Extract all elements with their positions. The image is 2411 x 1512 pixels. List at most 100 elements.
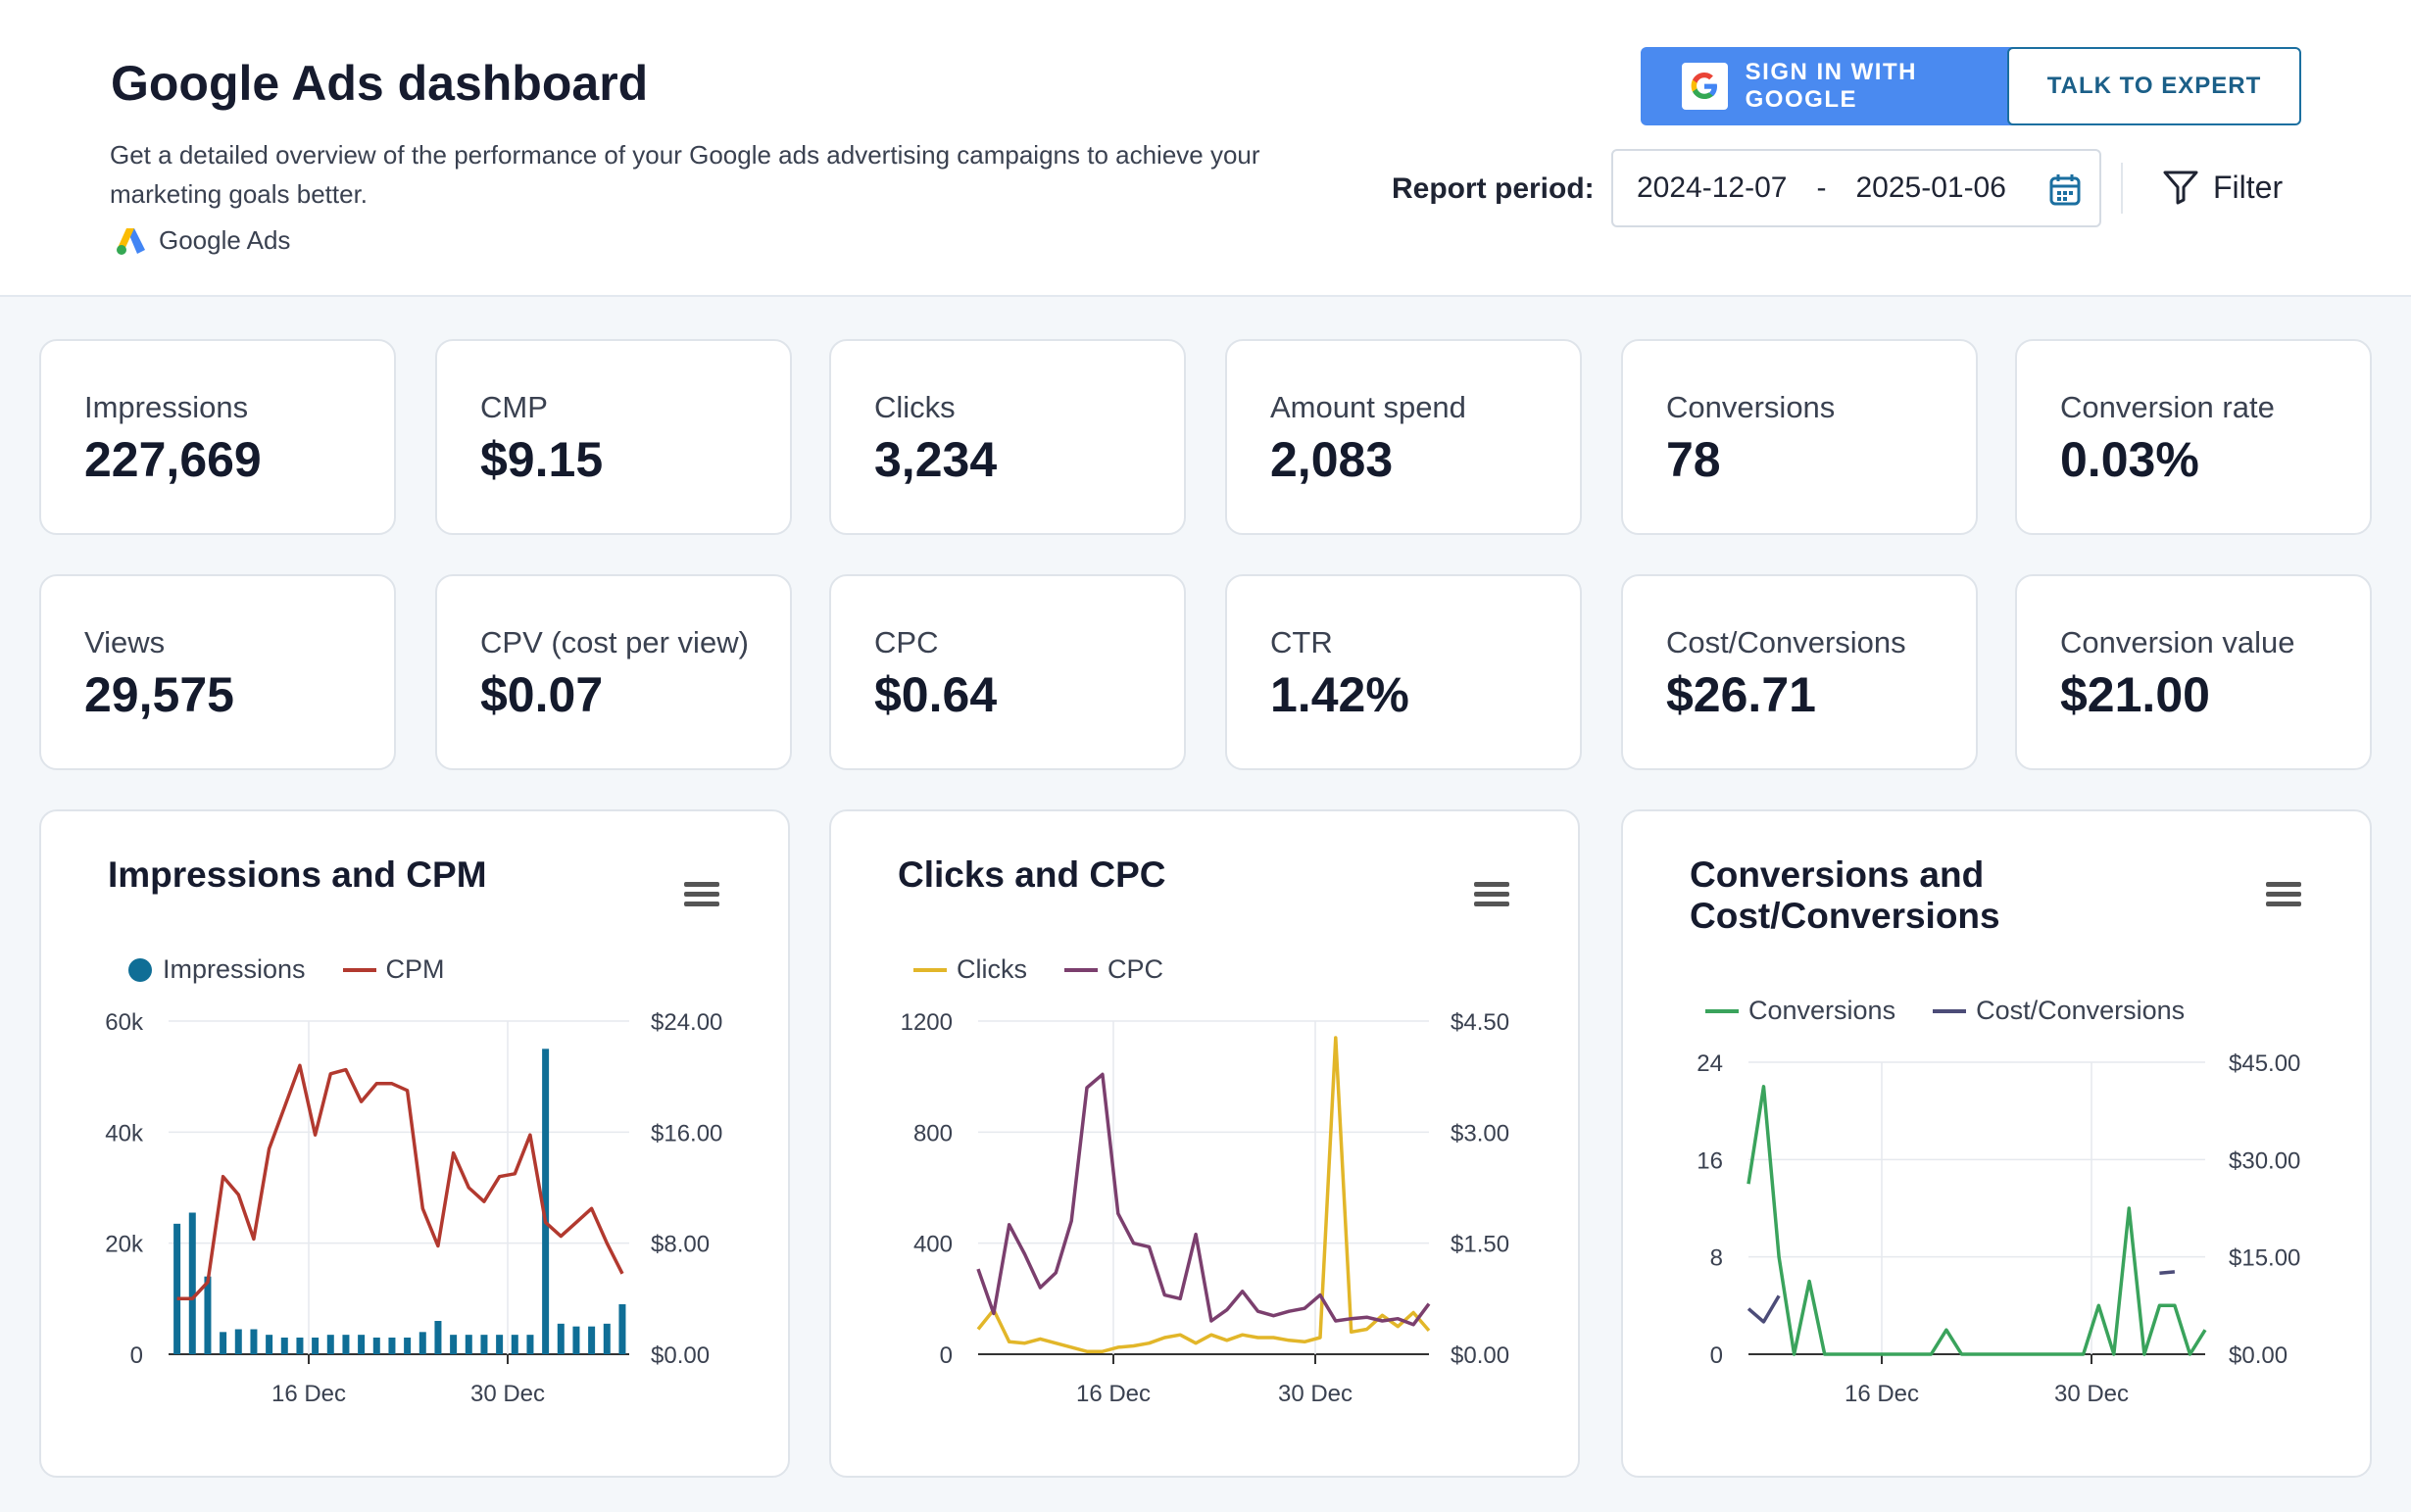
kpi-value: 29,575 — [84, 667, 234, 722]
chart-legend: Clicks CPC — [913, 954, 1163, 985]
filter-button[interactable]: Filter — [2162, 169, 2283, 206]
bar — [204, 1276, 212, 1354]
legend-item-conversions[interactable]: Conversions — [1705, 996, 1895, 1026]
x-tick-label: 30 Dec — [470, 1381, 545, 1407]
kpi-label: Views — [84, 625, 166, 659]
bar — [234, 1329, 242, 1354]
kpi-card-cpv: CPV (cost per view) $0.07 — [435, 574, 792, 770]
kpi-card-conversions: Conversions 78 — [1621, 339, 1978, 535]
kpi-label: CPC — [874, 625, 939, 659]
kpi-card-clicks: Clicks 3,234 — [829, 339, 1186, 535]
chart-menu-icon[interactable] — [2266, 880, 2301, 909]
kpi-card-views: Views 29,575 — [39, 574, 396, 770]
page-description: Get a detailed overview of the performan… — [110, 140, 1260, 209]
clicks-cpc-plot: 1200 $4.50 800 $3.00 400 $1.50 0 $0.00 16 Dec 30 … — [901, 1009, 1509, 1407]
x-tick-label: 16 Dec — [1076, 1381, 1151, 1407]
legend-label: CPC — [1107, 954, 1164, 984]
kpi-card-conversion-rate: Conversion rate 0.03% — [2015, 339, 2372, 535]
bar — [404, 1338, 412, 1354]
kpi-card-ctr: CTR 1.42% — [1225, 574, 1582, 770]
page-title: Google Ads dashboard — [111, 56, 649, 111]
bar — [173, 1223, 181, 1354]
y-left-tick-label: 40k — [105, 1120, 144, 1146]
series-line — [176, 1063, 624, 1301]
y-left-tick-label: 800 — [913, 1120, 953, 1146]
y-right-tick-label: $16.00 — [651, 1120, 722, 1146]
series-line — [976, 1036, 1431, 1353]
legend-line-icon — [1064, 967, 1098, 972]
date-to: 2025-01-06 — [1855, 171, 2006, 204]
kpi-label: Cost/Conversions — [1666, 625, 1906, 659]
kpi-value: $26.71 — [1666, 667, 1816, 722]
series-line — [1747, 1085, 2207, 1356]
sign-in-label: SIGN IN WITH GOOGLE — [1745, 59, 1917, 113]
bar — [526, 1335, 534, 1354]
legend-line-icon — [1933, 1008, 1967, 1013]
bar — [588, 1326, 596, 1354]
kpi-card-amount-spend: Amount spend 2,083 — [1225, 339, 1582, 535]
kpi-value: $21.00 — [2060, 667, 2210, 722]
filter-label: Filter — [2213, 169, 2284, 205]
sign-in-with-google-button[interactable]: SIGN IN WITH GOOGLE — [1641, 47, 2029, 125]
date-from: 2024-12-07 — [1637, 171, 1788, 204]
chart-card-conversions-cost: Conversions and Cost/Conversions Convers… — [1621, 809, 2372, 1478]
bar — [542, 1049, 550, 1354]
conversions-cost-plot: 24 $45.00 16 $30.00 8 $15.00 0 $0.00 16 Dec 30 De… — [1697, 1050, 2300, 1407]
kpi-card-conversion-value: Conversion value $21.00 — [2015, 574, 2372, 770]
bar — [372, 1338, 380, 1354]
bar — [450, 1335, 458, 1354]
report-period-picker[interactable]: 2024-12-07 - 2025-01-06 — [1611, 149, 2101, 227]
talk-to-expert-button[interactable]: TALK TO EXPERT — [2007, 47, 2301, 125]
kpi-label: Impressions — [84, 390, 249, 424]
bar — [326, 1335, 334, 1354]
bar — [388, 1338, 396, 1354]
kpi-label: CPV (cost per view) — [480, 625, 749, 659]
chart-menu-icon[interactable] — [1474, 880, 1509, 909]
y-left-tick-label: 400 — [913, 1232, 953, 1258]
chart-title: Clicks and CPC — [898, 854, 1166, 895]
x-tick-label: 30 Dec — [1278, 1381, 1353, 1407]
bar — [266, 1335, 273, 1354]
report-period-label: Report period: — [1392, 172, 1595, 205]
chart-menu-icon[interactable] — [684, 880, 719, 909]
kpi-label: Amount spend — [1270, 390, 1466, 424]
chart-legend: Conversions Cost/Conversions — [1705, 996, 2185, 1026]
x-tick-label: 30 Dec — [2054, 1381, 2129, 1407]
impressions-cpm-plot: 60k $24.00 40k $16.00 20k $8.00 0 $0.00 16 Dec 30… — [105, 1009, 722, 1407]
kpi-card-cpc: CPC $0.64 — [829, 574, 1186, 770]
kpi-label: CTR — [1270, 625, 1333, 659]
y-left-tick-label: 1200 — [901, 1009, 953, 1036]
y-right-tick-label: $1.50 — [1451, 1232, 1509, 1258]
legend-item-cost-conversions[interactable]: Cost/Conversions — [1933, 996, 2185, 1026]
x-tick-label: 16 Dec — [271, 1381, 346, 1407]
y-left-tick-label: 0 — [130, 1342, 143, 1369]
y-left-tick-label: 0 — [940, 1342, 953, 1369]
bar — [358, 1335, 366, 1354]
kpi-label: Conversion value — [2060, 625, 2295, 659]
google-g-icon — [1682, 63, 1728, 110]
bar — [188, 1212, 196, 1354]
legend-line-icon — [913, 967, 947, 972]
y-left-tick-label: 24 — [1697, 1050, 1723, 1077]
dashboard-header: Google Ads dashboard Get a detailed over… — [0, 0, 2411, 297]
bar — [557, 1323, 565, 1354]
kpi-value: 2,083 — [1270, 432, 1394, 487]
y-left-tick-label: 0 — [1710, 1342, 1723, 1369]
chart-legend: Impressions CPM — [127, 954, 445, 985]
chart-card-clicks-cpc: Clicks and CPC Clicks CPC 1200 $4.50 800 $3… — [829, 809, 1580, 1478]
kpi-value: $0.07 — [480, 667, 604, 722]
legend-label: Conversions — [1748, 996, 1896, 1025]
legend-item-clicks[interactable]: Clicks — [913, 954, 1027, 985]
bar — [280, 1338, 288, 1354]
bar — [418, 1332, 426, 1354]
bar — [434, 1321, 442, 1354]
kpi-value: 78 — [1666, 432, 1721, 487]
bar — [296, 1338, 304, 1354]
legend-item-impressions[interactable]: Impressions — [127, 954, 306, 985]
kpi-value: 3,234 — [874, 432, 998, 487]
kpi-value: 0.03% — [2060, 432, 2199, 487]
calendar-icon[interactable] — [2048, 172, 2082, 208]
legend-item-cpm[interactable]: CPM — [342, 954, 445, 985]
legend-item-cpc[interactable]: CPC — [1064, 954, 1163, 985]
kpi-label: Conversions — [1666, 390, 1836, 424]
